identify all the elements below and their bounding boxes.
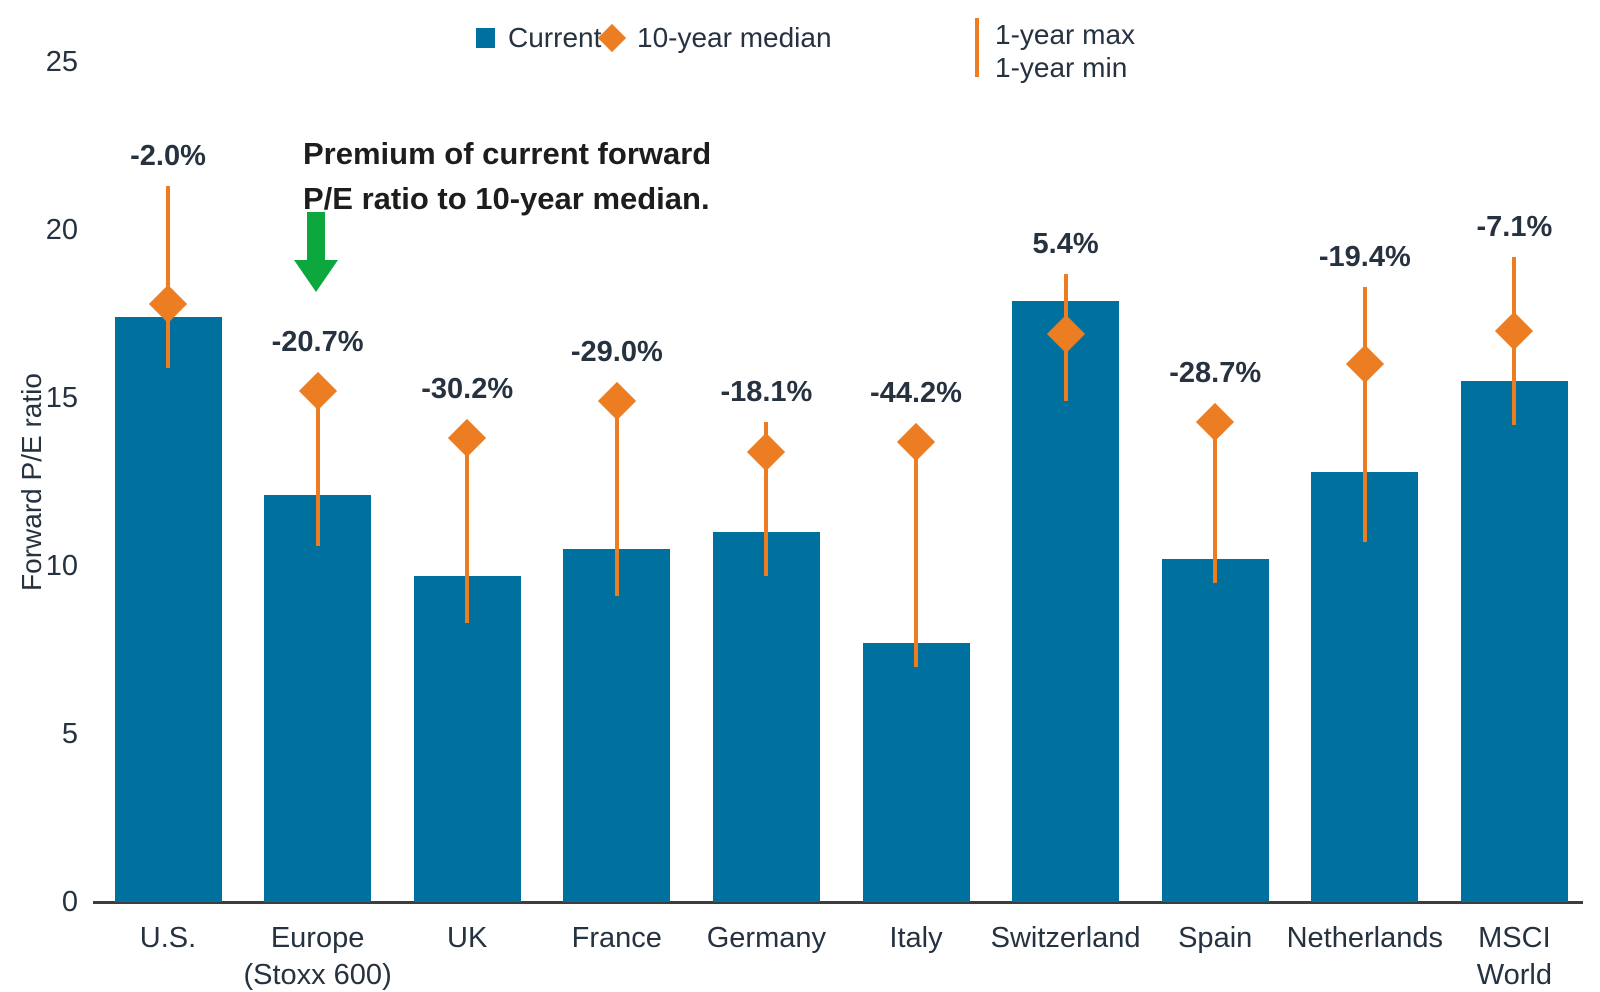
category-label-Netherlands: Netherlands bbox=[1255, 920, 1475, 957]
legend-item-range: 1-year max 1-year min bbox=[975, 18, 1135, 84]
category-label-Switzerland: Switzerland bbox=[956, 920, 1176, 957]
annotation-line2: P/E ratio to 10-year median. bbox=[303, 181, 710, 216]
category-label-Germany: Germany bbox=[656, 920, 876, 957]
range-line-icon bbox=[975, 18, 979, 77]
range-line-Italy bbox=[914, 441, 918, 667]
category-label-Europe (Stoxx 600): Europe (Stoxx 600) bbox=[208, 920, 428, 992]
bar-Spain bbox=[1161, 559, 1269, 902]
premium-label-U.S.: -2.0% bbox=[130, 140, 206, 173]
bar-Netherlands bbox=[1311, 471, 1419, 902]
y-tick-label: 20 bbox=[45, 214, 78, 246]
category-label-line: UK bbox=[447, 922, 488, 954]
category-label-France: France bbox=[507, 920, 727, 957]
category-label-line: Germany bbox=[706, 922, 827, 954]
median-diamond-Germany bbox=[747, 432, 786, 471]
median-diamond-icon bbox=[597, 23, 627, 53]
legend-item-current: Current bbox=[476, 22, 601, 54]
down-arrow-icon bbox=[294, 212, 338, 292]
category-label-line: World bbox=[1476, 959, 1552, 991]
category-label-Italy: Italy bbox=[806, 920, 1026, 957]
premium-label-Europe (Stoxx 600): -20.7% bbox=[271, 326, 364, 359]
category-label-line: Netherlands bbox=[1286, 922, 1443, 954]
y-tick-label: 0 bbox=[61, 886, 78, 918]
premium-label-France: -29.0% bbox=[570, 336, 663, 369]
range-line-Spain bbox=[1213, 421, 1218, 583]
bar-U.S. bbox=[114, 317, 222, 902]
legend-item-median: 10-year median bbox=[597, 22, 832, 54]
legend-median-label: 10-year median bbox=[637, 22, 832, 53]
range-line-Netherlands bbox=[1362, 287, 1367, 543]
category-label-line: MSCI bbox=[1478, 922, 1551, 954]
bar-UK bbox=[413, 576, 521, 902]
premium-label-Switzerland: 5.4% bbox=[1032, 227, 1099, 260]
category-label-line: Europe bbox=[270, 922, 365, 954]
range-line-UK bbox=[465, 438, 470, 624]
range-line-Europe (Stoxx 600) bbox=[315, 391, 320, 546]
premium-label-Spain: -28.7% bbox=[1169, 356, 1262, 389]
legend-current-label: Current bbox=[508, 22, 602, 53]
legend-min-label: 1-year min bbox=[995, 52, 1128, 83]
range-line-France bbox=[614, 401, 619, 597]
bar-France bbox=[563, 549, 671, 902]
premium-label-Germany: -18.1% bbox=[720, 375, 813, 408]
bar-Italy bbox=[862, 643, 970, 902]
median-diamond-Europe (Stoxx 600) bbox=[298, 372, 337, 411]
y-tick-label: 25 bbox=[45, 46, 78, 78]
median-diamond-MSCI World bbox=[1495, 311, 1534, 350]
category-label-line: Switzerland bbox=[990, 922, 1141, 954]
y-tick-label: 5 bbox=[61, 718, 78, 750]
category-label-U.S.: U.S. bbox=[58, 920, 278, 957]
range-line-Germany bbox=[764, 421, 769, 577]
category-label-Spain: Spain bbox=[1105, 920, 1325, 957]
category-label-line: France bbox=[571, 922, 662, 954]
current-swatch-icon bbox=[476, 28, 495, 48]
category-label-line: Italy bbox=[889, 922, 943, 954]
bar-MSCI World bbox=[1460, 381, 1568, 902]
premium-label-MSCI World: -7.1% bbox=[1476, 210, 1553, 243]
median-diamond-France bbox=[597, 382, 636, 421]
premium-label-UK: -30.2% bbox=[421, 373, 514, 406]
premium-label-Italy: -44.2% bbox=[870, 376, 962, 409]
y-tick-label: 10 bbox=[45, 550, 78, 582]
category-label-UK: UK bbox=[357, 920, 577, 957]
median-diamond-UK bbox=[448, 419, 487, 458]
legend-max-label: 1-year max bbox=[995, 19, 1136, 50]
category-label-MSCI World: MSCI World bbox=[1404, 920, 1600, 992]
median-diamond-Netherlands bbox=[1345, 345, 1384, 384]
category-label-line: U.S. bbox=[139, 922, 197, 954]
chart-annotation: Premium of current forward P/E ratio to … bbox=[303, 131, 711, 221]
premium-label-Netherlands: -19.4% bbox=[1318, 241, 1411, 274]
median-diamond-Spain bbox=[1196, 402, 1235, 441]
bar-Europe (Stoxx 600) bbox=[264, 495, 372, 902]
annotation-line1: Premium of current forward bbox=[303, 136, 712, 171]
y-tick-label: 15 bbox=[45, 382, 78, 414]
category-label-line: Spain bbox=[1178, 922, 1253, 954]
category-label-line: (Stoxx 600) bbox=[243, 959, 392, 991]
median-diamond-Italy bbox=[896, 422, 936, 461]
bar-Germany bbox=[712, 532, 820, 902]
x-axis-line bbox=[93, 901, 1583, 904]
y-axis-title: Forward P/E ratio bbox=[16, 373, 47, 591]
range-line-U.S. bbox=[166, 186, 170, 368]
